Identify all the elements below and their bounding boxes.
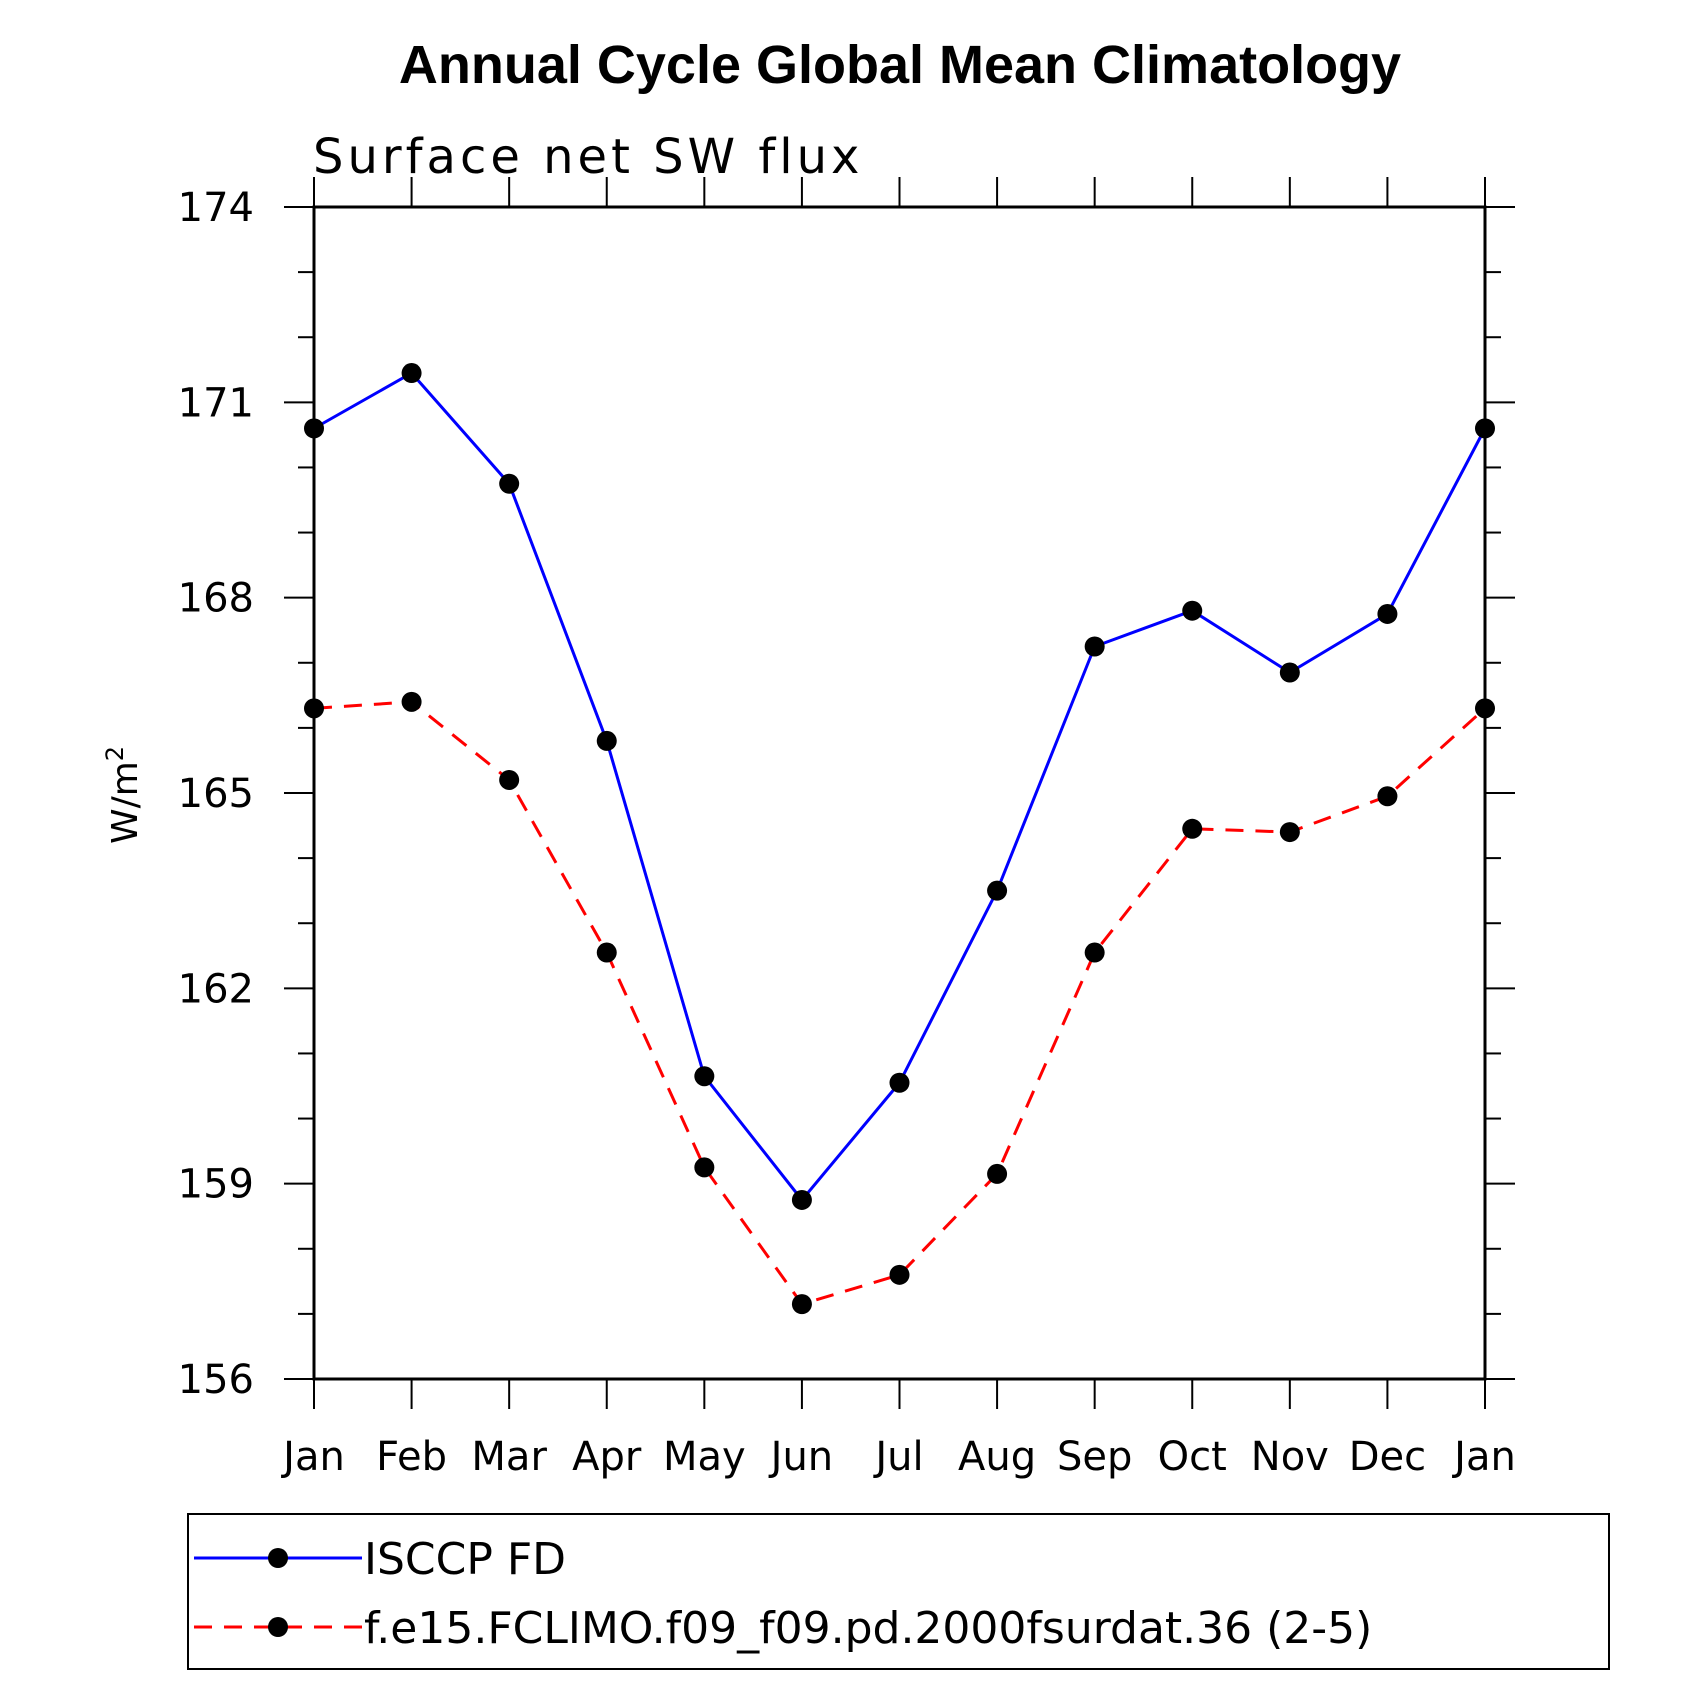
x-tick-label: Apr (572, 1434, 642, 1480)
svg-text:W/m2: W/m2 (101, 746, 146, 844)
series-point-1 (694, 1157, 715, 1178)
series-point-0 (596, 730, 617, 751)
tick-labels: 156 159 162 165 168 171 174 Jan Feb Mar Apr May Jun J… (178, 185, 1516, 1480)
x-tick-label: Aug (958, 1434, 1036, 1480)
series-point-1 (1084, 942, 1105, 963)
legend-frame (187, 1513, 1610, 1670)
axis-ticks (284, 177, 1515, 1409)
plot-frame (312, 205, 1487, 1381)
series-point-0 (694, 1066, 715, 1087)
y-tick-label: 171 (178, 380, 254, 426)
y-tick-label: 159 (178, 1162, 254, 1208)
series-point-0 (791, 1189, 812, 1210)
legend: ISCCP FD f.e15.FCLIMO.f09_f09.pd.2000fsu… (187, 1513, 1610, 1670)
legend-label-isccp: ISCCP FD (364, 1534, 566, 1585)
chart-title: Annual Cycle Global Mean Climatology (399, 35, 1401, 95)
x-tick-label: Jan (1451, 1434, 1516, 1480)
x-tick-label: Nov (1251, 1434, 1329, 1480)
series-point-1 (499, 769, 520, 790)
y-axis-label: W/m2 (101, 746, 146, 844)
legend-marker-isccp (268, 1548, 288, 1568)
series-point-1 (791, 1294, 812, 1315)
series-point-0 (1377, 603, 1398, 624)
chart-subtitle: Surface net SW flux (313, 129, 863, 185)
y-tick-label: 165 (178, 771, 254, 817)
x-tick-label: Oct (1158, 1434, 1227, 1480)
x-tick-label: Feb (376, 1434, 447, 1480)
y-axis-label-unit: W/m (105, 761, 146, 844)
series-line-1 (313, 700, 1487, 1306)
y-tick-label: 162 (178, 966, 254, 1012)
series-point-0 (401, 363, 422, 384)
x-tick-label: Jan (280, 1434, 345, 1480)
series-point-0 (987, 880, 1008, 901)
series-point-0 (889, 1072, 910, 1093)
series-point-1 (1279, 822, 1300, 843)
series-point-1 (987, 1163, 1008, 1184)
series-point-1 (401, 691, 422, 712)
series-point-1 (1182, 818, 1203, 839)
series-point-1 (1377, 786, 1398, 807)
y-tick-label: 156 (178, 1357, 254, 1403)
y-tick-label: 168 (178, 576, 254, 622)
x-tick-label: Jul (872, 1434, 923, 1480)
x-tick-label: Mar (471, 1434, 547, 1480)
y-tick-label: 174 (178, 185, 254, 231)
series-layer (304, 363, 1495, 1315)
series-point-1 (596, 942, 617, 963)
x-tick-label: May (663, 1434, 746, 1480)
y-axis-label-exponent: 2 (101, 746, 129, 761)
legend-label-model: f.e15.FCLIMO.f09_f09.pd.2000fsurdat.36 (… (364, 1603, 1372, 1654)
x-tick-label: Jun (768, 1434, 834, 1480)
series-point-0 (499, 473, 520, 494)
series-point-0 (1279, 662, 1300, 683)
x-tick-label: Sep (1057, 1434, 1132, 1480)
x-tick-label: Dec (1349, 1434, 1426, 1480)
legend-marker-model (268, 1617, 288, 1637)
series-point-0 (1084, 636, 1105, 657)
series-point-0 (1182, 600, 1203, 621)
series-point-1 (889, 1264, 910, 1285)
